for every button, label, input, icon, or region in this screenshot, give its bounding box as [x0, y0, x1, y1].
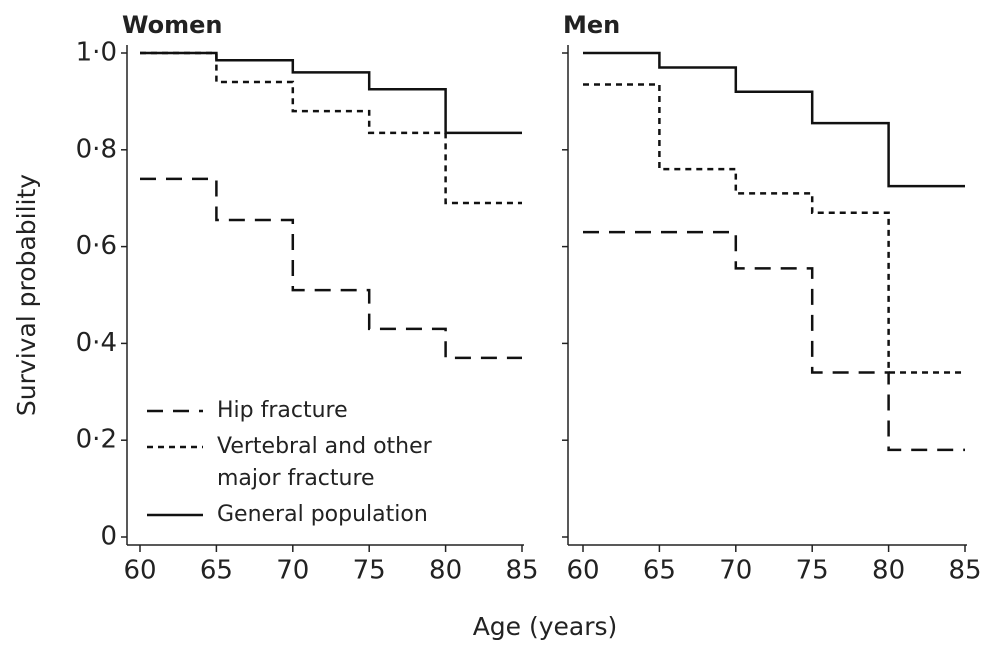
legend-swatch	[147, 445, 203, 449]
x-tick-label: 60	[123, 556, 156, 586]
x-tick-label: 80	[872, 556, 905, 586]
x-tick-label: 85	[505, 556, 538, 586]
x-tick-label: 65	[200, 556, 233, 586]
step-line	[140, 51, 522, 205]
panel-title: Women	[122, 11, 222, 39]
step-line	[140, 51, 522, 135]
panel-title: Men	[563, 11, 620, 39]
legend-label: General population	[217, 502, 428, 527]
legend-item: General population	[145, 499, 475, 531]
y-tick-label: 0·4	[76, 328, 117, 358]
y-tick-label: 0·8	[76, 134, 117, 164]
legend-item: Hip fracture	[145, 395, 475, 427]
y-axis-label: Survival probability	[12, 174, 41, 416]
step-line	[583, 51, 965, 188]
x-tick-label: 70	[276, 556, 309, 586]
x-tick-label: 80	[429, 556, 462, 586]
legend-item: Vertebral and other major fracture	[145, 431, 475, 495]
legend-swatch	[147, 409, 203, 413]
legend-label: Hip fracture	[217, 398, 348, 423]
y-tick-label: 0·6	[76, 231, 117, 261]
x-tick-label: 75	[796, 556, 829, 586]
step-line	[583, 230, 965, 452]
x-tick-label: 75	[353, 556, 386, 586]
legend-label: Vertebral and other major fracture	[217, 434, 432, 491]
step-line	[140, 177, 522, 360]
step-line	[583, 83, 965, 374]
x-tick-label: 60	[566, 556, 599, 586]
legend-swatch	[147, 513, 203, 517]
y-tick-label: 0·2	[76, 425, 117, 455]
x-axis-label: Age (years)	[473, 612, 618, 641]
y-tick-label: 0	[100, 522, 117, 552]
x-tick-label: 85	[948, 556, 981, 586]
legend: Hip fracture Vertebral and other major fr…	[145, 395, 475, 535]
x-tick-label: 65	[643, 556, 676, 586]
y-tick-label: 1·0	[76, 38, 117, 68]
x-tick-label: 70	[719, 556, 752, 586]
